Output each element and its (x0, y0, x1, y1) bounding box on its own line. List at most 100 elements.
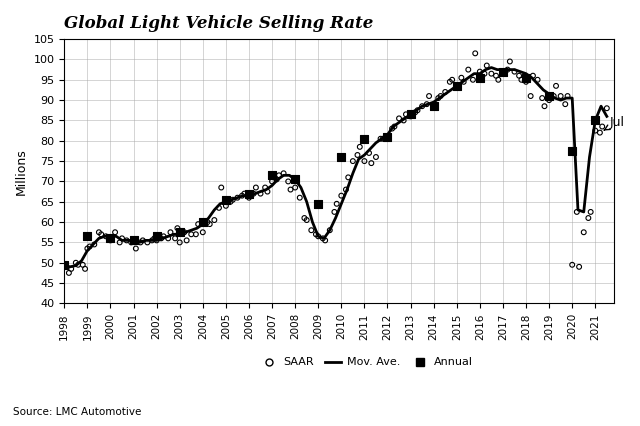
Annual (59, 262, 69, 268)
Annual (267, 172, 277, 179)
SAAR (329, 208, 339, 215)
SAAR (502, 66, 513, 73)
SAAR (590, 127, 600, 134)
SAAR (406, 113, 416, 120)
SAAR (96, 231, 106, 238)
SAAR (336, 192, 346, 199)
SAAR (378, 135, 388, 142)
SAAR (274, 172, 284, 179)
Annual (313, 200, 323, 207)
Annual (290, 176, 300, 183)
SAAR (574, 263, 584, 270)
Mov. Ave. (436, 95, 444, 101)
SAAR (239, 190, 250, 197)
SAAR (267, 178, 277, 185)
SAAR (248, 190, 259, 197)
Mov. Ave. (488, 65, 495, 70)
SAAR (135, 239, 145, 246)
SAAR (170, 235, 180, 242)
SAAR (445, 78, 455, 85)
SAAR (193, 221, 204, 227)
SAAR (152, 237, 162, 244)
SAAR (422, 101, 432, 108)
Text: Global Light Vehicle Selling Rate: Global Light Vehicle Selling Rate (64, 15, 374, 32)
Annual (429, 103, 439, 109)
SAAR (117, 235, 127, 242)
Annual (590, 117, 600, 124)
SAAR (540, 103, 550, 109)
SAAR (163, 235, 173, 242)
SAAR (563, 92, 573, 99)
SAAR (83, 245, 93, 252)
Annual (544, 92, 554, 99)
SAAR (244, 194, 254, 201)
SAAR (583, 215, 593, 222)
SAAR (251, 184, 261, 191)
Annual (129, 237, 139, 244)
Annual (452, 83, 462, 89)
SAAR (122, 237, 132, 244)
SAAR (382, 133, 392, 140)
SAAR (532, 76, 543, 83)
Mov. Ave. (60, 263, 68, 268)
SAAR (332, 200, 342, 207)
SAAR (214, 204, 224, 211)
SAAR (525, 92, 536, 99)
SAAR (159, 233, 169, 240)
SAAR (376, 135, 386, 142)
Annual (106, 235, 116, 242)
Annual (175, 229, 185, 236)
Annual (221, 196, 231, 203)
SAAR (205, 221, 215, 227)
SAAR (366, 160, 376, 167)
SAAR (359, 158, 369, 164)
SAAR (255, 190, 266, 197)
SAAR (505, 58, 515, 65)
SAAR (544, 97, 554, 104)
SAAR (225, 199, 236, 205)
Y-axis label: Millions: Millions (15, 148, 28, 195)
Text: Jul: Jul (604, 116, 625, 130)
SAAR (106, 237, 116, 244)
SAAR (191, 231, 201, 238)
Annual (382, 133, 392, 140)
Text: Source: LMC Automotive: Source: LMC Automotive (13, 408, 141, 417)
SAAR (491, 72, 501, 79)
SAAR (262, 188, 273, 195)
Annual (244, 190, 254, 197)
SAAR (100, 233, 111, 240)
SAAR (493, 76, 504, 83)
SAAR (320, 237, 330, 244)
SAAR (66, 265, 76, 272)
SAAR (149, 235, 159, 242)
SAAR (94, 229, 104, 236)
SAAR (110, 229, 120, 236)
SAAR (463, 66, 474, 73)
SAAR (285, 186, 296, 193)
SAAR (412, 107, 422, 114)
SAAR (278, 170, 289, 177)
SAAR (364, 150, 374, 156)
SAAR (424, 92, 434, 99)
SAAR (179, 229, 189, 236)
SAAR (70, 259, 81, 266)
SAAR (61, 263, 72, 270)
SAAR (147, 237, 157, 244)
SAAR (353, 152, 363, 158)
SAAR (470, 50, 481, 57)
SAAR (399, 117, 409, 124)
SAAR (572, 208, 582, 215)
SAAR (175, 239, 185, 246)
Mov. Ave. (164, 234, 172, 239)
SAAR (294, 194, 305, 201)
SAAR (586, 208, 596, 215)
Annual (336, 154, 346, 161)
Mov. Ave. (90, 242, 97, 247)
SAAR (283, 178, 293, 185)
SAAR (355, 144, 365, 150)
SAAR (182, 237, 192, 244)
SAAR (115, 239, 125, 246)
SAAR (486, 70, 497, 77)
Mov. Ave. (66, 264, 74, 269)
SAAR (202, 219, 212, 225)
